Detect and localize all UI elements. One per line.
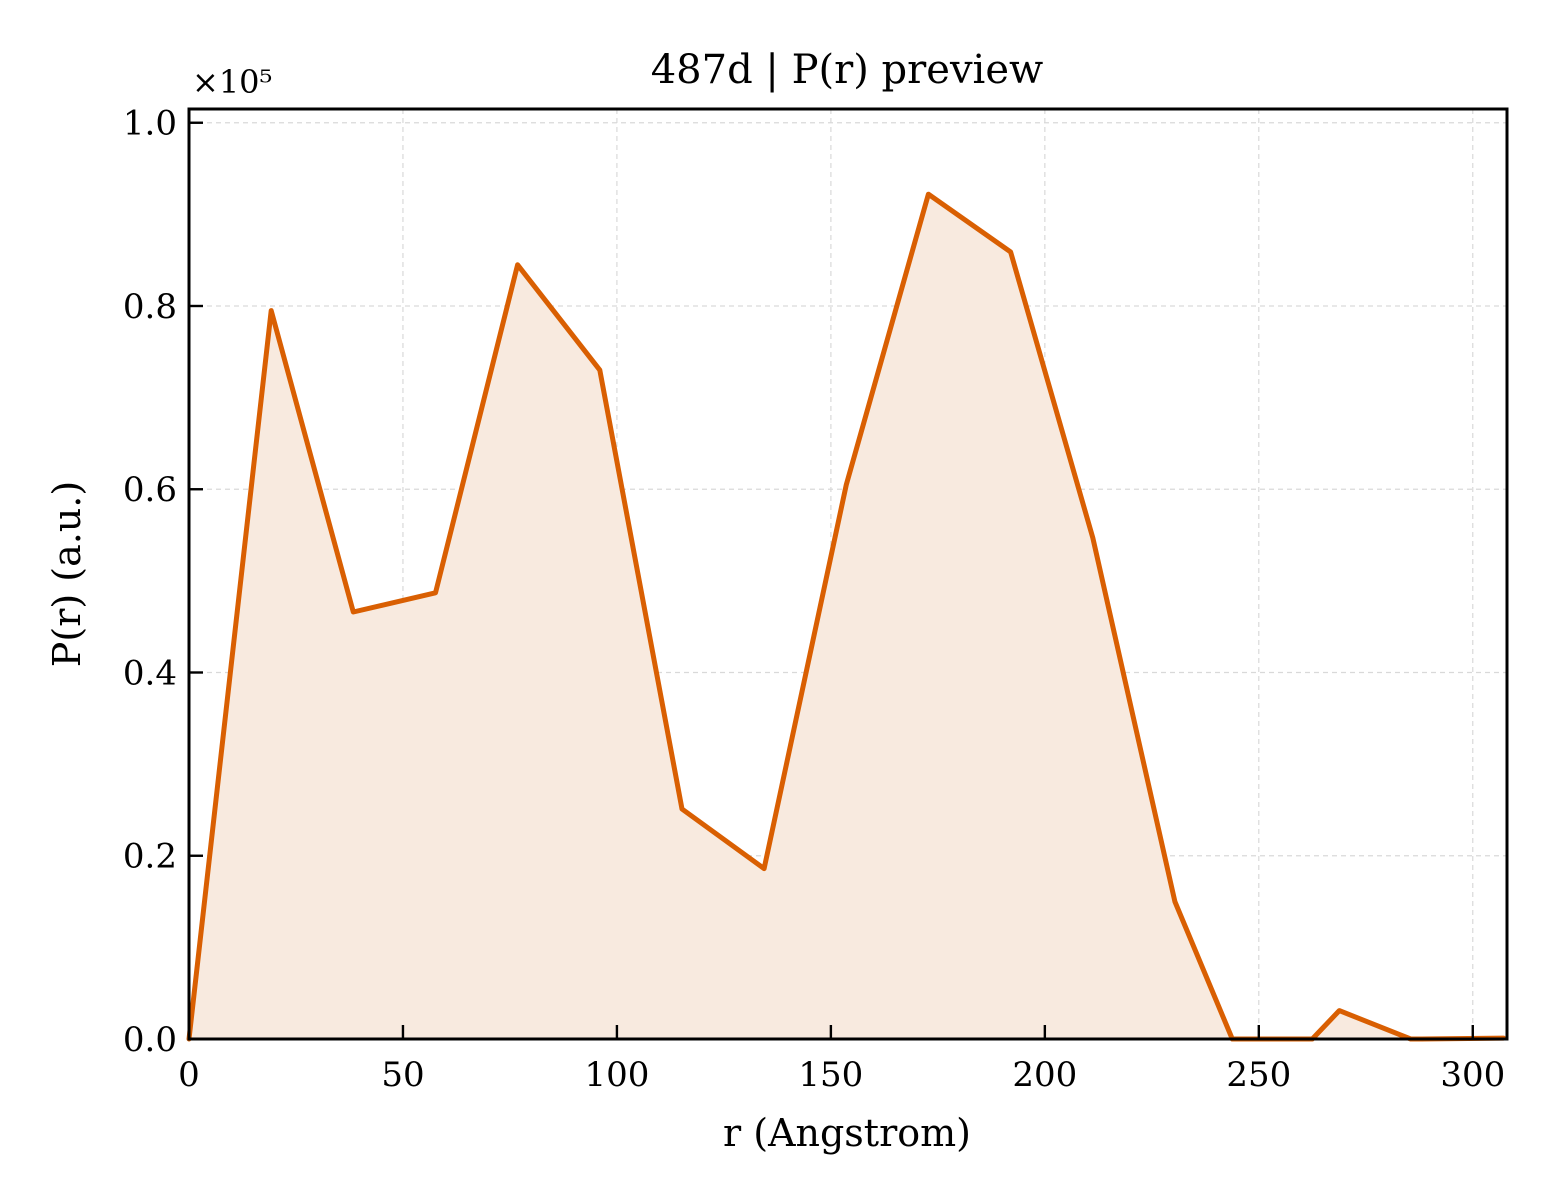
- x-tick-label: 50: [381, 1055, 424, 1095]
- x-tick-label: 300: [1440, 1055, 1505, 1095]
- area-fill: [189, 194, 1504, 1039]
- y-tick-label: 0.8: [123, 287, 177, 327]
- y-tick-label: 0.4: [123, 653, 177, 693]
- x-axis-title: r (Angstrom): [723, 1111, 971, 1155]
- series-line: [186, 191, 1507, 1042]
- x-tick-label: 200: [1012, 1055, 1077, 1095]
- axis-ticks: 0 50 100 150 200 250 300 0.0 0.2 0.4 0.6 0.8 1.0: [123, 104, 1505, 1095]
- x-tick-label: 250: [1226, 1055, 1291, 1095]
- x-tick-label: 150: [798, 1055, 863, 1095]
- y-tick-label: 1.0: [123, 104, 177, 144]
- y-tick-label: 0.2: [123, 837, 177, 877]
- y-multiplier-label: ×10⁵: [192, 63, 272, 101]
- x-tick-label: 0: [178, 1055, 200, 1095]
- y-tick-label: 0.0: [123, 1020, 177, 1060]
- x-tick-label: 100: [584, 1055, 649, 1095]
- y-axis-title: P(r) (a.u.): [45, 481, 89, 667]
- chart-title: 487d | P(r) preview: [651, 47, 1044, 93]
- plot-frame: [187, 107, 1509, 1041]
- y-tick-label: 0.6: [123, 470, 177, 510]
